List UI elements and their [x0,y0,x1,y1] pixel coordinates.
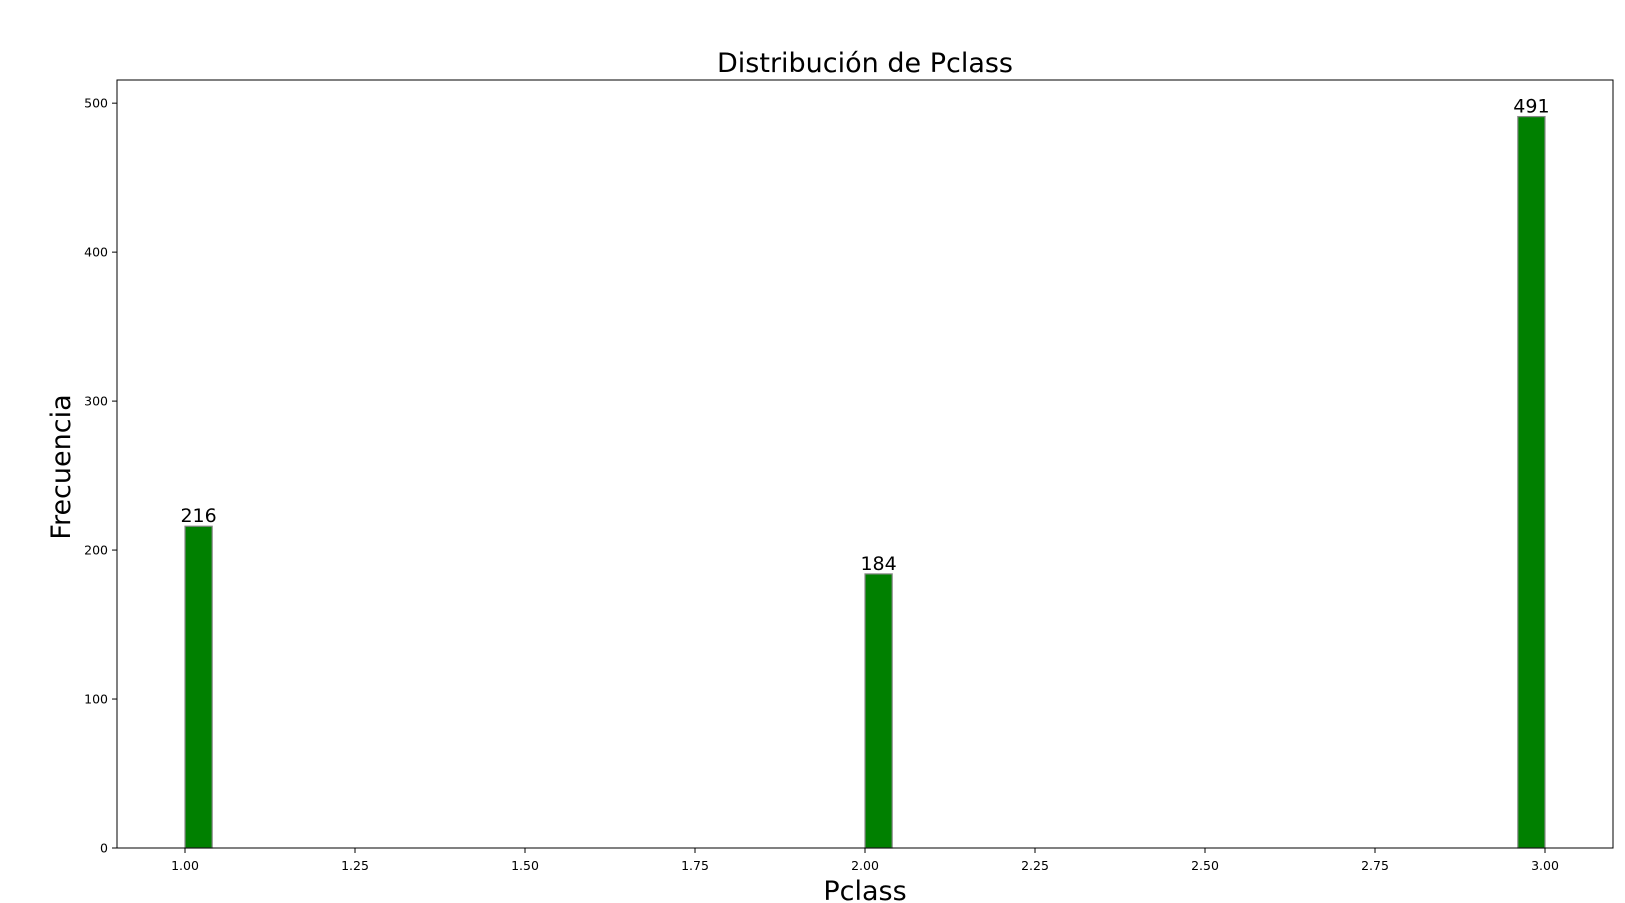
x-tick-label: 2.25 [1021,858,1049,873]
bar-1 [184,525,213,849]
x-tick-label: 3.00 [1531,858,1559,873]
x-tick-label: 1.75 [681,858,709,873]
x-tick-label: 1.50 [511,858,539,873]
y-tick-label: 400 [84,245,108,260]
y-tick-label: 200 [84,543,108,558]
bar-3 [1517,115,1546,849]
bar-2 [864,573,893,849]
y-axis-label: Frecuencia [46,394,77,539]
plot-area-frame [116,79,1614,849]
y-axis-ticks: 0 100 200 300 400 500 [84,96,117,856]
bars-layer: 216 184 491 [180,96,1550,849]
x-tick-label: 2.50 [1191,858,1219,873]
x-tick-label: 2.00 [851,858,879,873]
x-axis-label: Pclass [823,876,906,903]
bar-value-label-2: 184 [860,553,896,575]
bar-value-label-3: 491 [1513,96,1549,118]
y-tick-label: 100 [84,692,108,707]
y-tick-label: 0 [100,841,108,856]
x-axis-ticks: 1.00 1.25 1.50 1.75 2.00 2.25 2.50 2.75 3.00 [171,848,1559,873]
x-tick-label: 1.00 [171,858,199,873]
x-tick-label: 2.75 [1361,858,1389,873]
chart-title: Distribución de Pclass [717,48,1013,79]
y-tick-label: 300 [84,394,108,409]
y-tick-label: 500 [84,96,108,111]
x-tick-label: 1.25 [341,858,369,873]
bar-value-label-1: 216 [180,505,216,527]
